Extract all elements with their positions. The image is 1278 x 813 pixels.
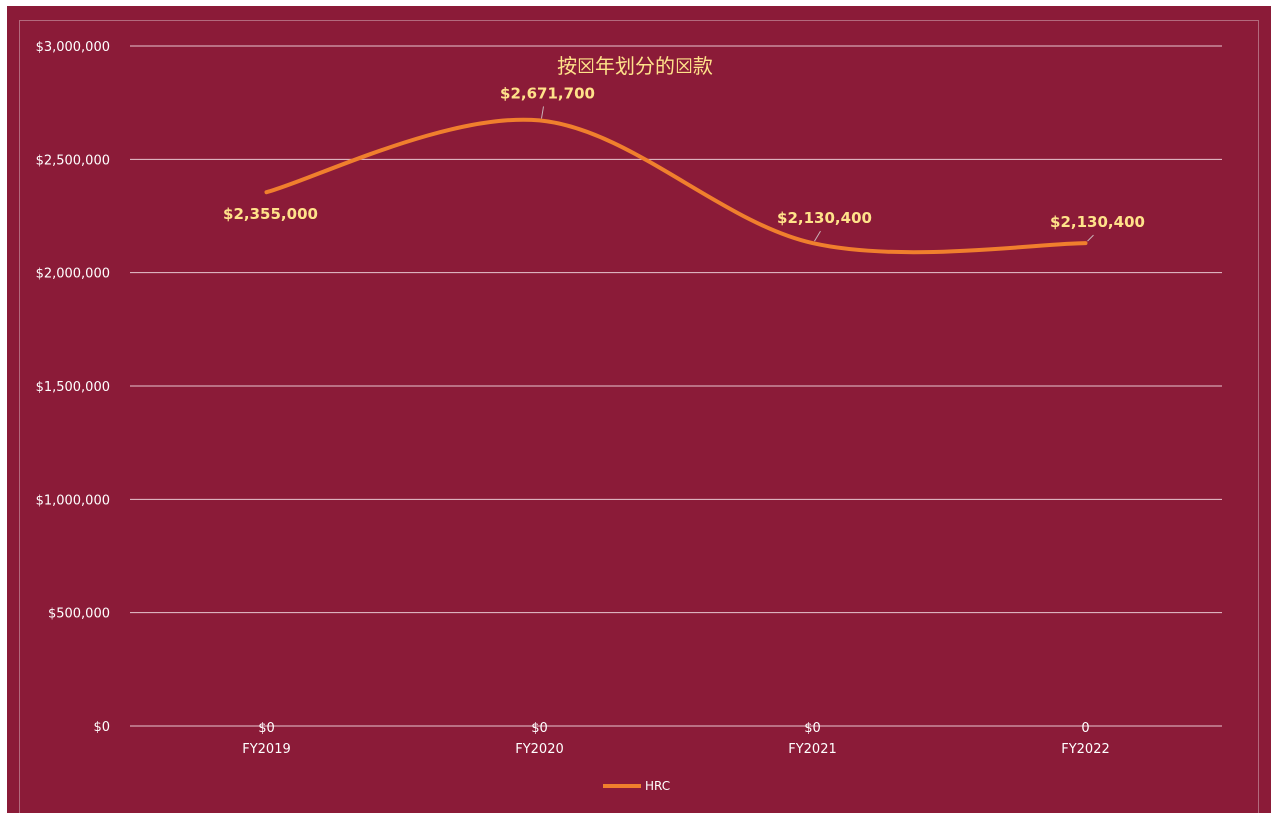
y-tick-label: $0 <box>93 720 110 735</box>
chart-title: 按☒年划分的☒款 <box>557 54 713 78</box>
legend-label-hrc: HRC <box>645 779 670 793</box>
gridlines <box>130 45 1222 727</box>
data-label: $2,671,700 <box>500 84 595 102</box>
series-hrc <box>264 117 1088 255</box>
data-label: $2,130,400 <box>777 209 872 227</box>
zero-series-label: 0 <box>1081 721 1089 736</box>
x-tick-label: FY2021 <box>788 742 837 757</box>
y-tick-label: $3,000,000 <box>36 40 110 55</box>
y-tick-label: $1,500,000 <box>36 380 110 395</box>
x-tick-label: FY2022 <box>1061 742 1110 757</box>
x-axis-ticks: FY2019 $0 FY2020 $0 FY2021 $0 FY2022 0 <box>242 721 1110 757</box>
zero-series-label: $0 <box>804 721 821 736</box>
chart-area <box>7 6 1271 813</box>
data-labels: $2,355,000 $2,671,700 $2,130,400 $2,130,400 <box>223 84 1145 242</box>
data-label: $2,355,000 <box>223 205 318 223</box>
series-line-hrc <box>264 117 1088 255</box>
y-tick-label: $500,000 <box>48 607 110 622</box>
legend: HRC <box>603 779 670 793</box>
leader-line <box>1087 234 1094 242</box>
zero-series-label: $0 <box>531 721 548 736</box>
y-tick-label: $2,500,000 <box>36 153 110 168</box>
leader-line <box>541 106 544 119</box>
y-tick-label: $1,000,000 <box>36 493 110 508</box>
data-label: $2,130,400 <box>1050 213 1145 231</box>
y-tick-label: $2,000,000 <box>36 267 110 282</box>
x-tick-label: FY2020 <box>515 742 564 757</box>
zero-series-label: $0 <box>258 721 275 736</box>
leader-line <box>814 230 821 242</box>
x-tick-label: FY2019 <box>242 742 291 757</box>
y-axis-ticks: $0 $500,000 $1,000,000 $1,500,000 $2,000,000… <box>36 40 110 735</box>
